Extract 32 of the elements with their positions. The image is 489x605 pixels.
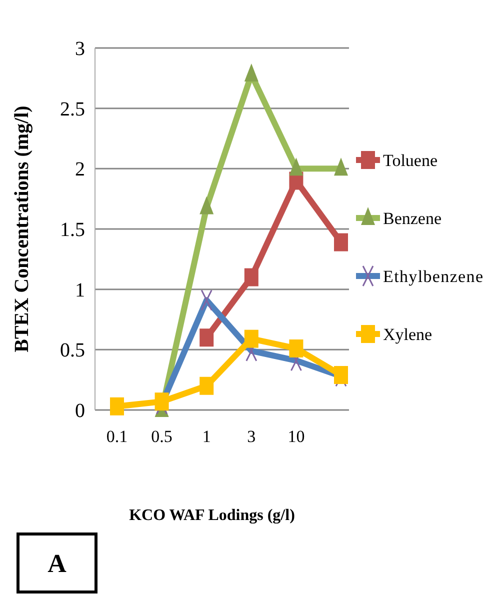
y-tick-label: 2	[75, 158, 85, 181]
point	[154, 392, 169, 411]
x-tick-label: 10	[288, 427, 305, 446]
point	[244, 64, 258, 82]
point	[334, 366, 348, 384]
y-tick-label: 1.5	[60, 219, 85, 241]
legend-label: Xylene	[383, 324, 432, 344]
legend-label: Ethylbenzene	[383, 266, 483, 286]
x-axis-title: KCO WAF Lodings (g/l)	[129, 507, 295, 524]
x-tick-label: 0.5	[151, 427, 172, 446]
text: A	[48, 549, 67, 578]
point	[289, 158, 304, 176]
legend-label: Benzene	[383, 208, 442, 228]
point	[244, 268, 258, 286]
point	[200, 196, 214, 214]
point	[110, 397, 124, 416]
point	[334, 233, 348, 252]
y-tick-label: 1	[75, 279, 85, 302]
x-tick-label: 3	[247, 427, 256, 446]
y-tick-label: 2.5	[60, 98, 85, 120]
y-axis-title: BTEX Concentrations (mg/l)	[11, 106, 33, 352]
legend-label: Toluene	[383, 150, 438, 170]
point	[244, 330, 258, 348]
x-tick-label: 1	[202, 427, 211, 446]
x-tick-label: 0.1	[106, 427, 128, 446]
y-tick-label: 0	[75, 400, 85, 422]
point	[334, 158, 348, 176]
point	[200, 376, 214, 395]
y-tick-label: 0.5	[60, 340, 85, 362]
point	[200, 328, 214, 347]
y-tick-label: 3	[75, 38, 85, 60]
point	[289, 339, 304, 358]
